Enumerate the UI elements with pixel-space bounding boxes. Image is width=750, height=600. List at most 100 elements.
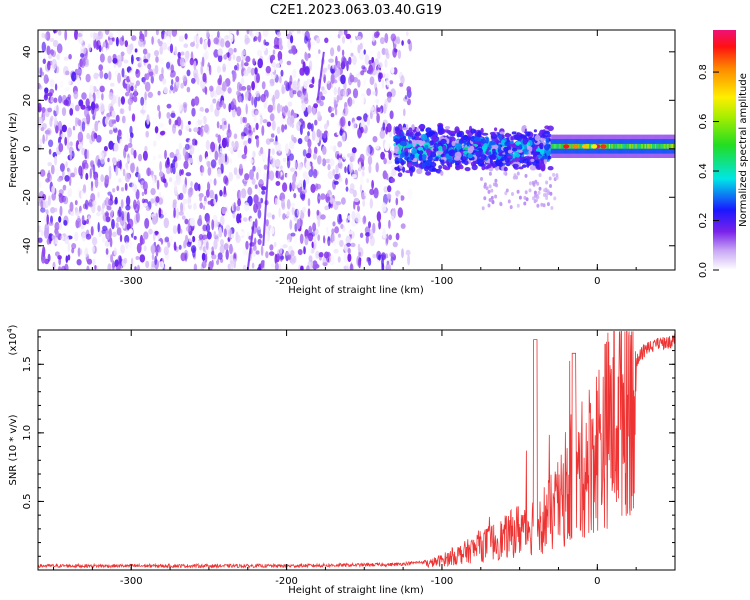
heatmap-cell [289, 75, 293, 86]
heatmap-cell [174, 190, 178, 197]
heatmap-cell [377, 51, 381, 60]
heatmap-cell [174, 245, 177, 251]
heatmap-cell [259, 233, 263, 239]
heatmap-cell [133, 95, 138, 103]
heatmap-cell [120, 51, 125, 57]
x-tick-label: -200 [275, 276, 298, 287]
heatmap-cell [382, 122, 386, 131]
heatmap-cell [302, 206, 306, 213]
heatmap-cell [369, 188, 375, 196]
heatmap-cell [195, 43, 199, 49]
heatmap-cell [340, 74, 346, 85]
heatmap-cell [388, 219, 391, 229]
heatmap-cell [276, 253, 280, 262]
heatmap-cell [343, 30, 348, 36]
heatmap-cell [63, 99, 69, 106]
heatmap-cell [48, 54, 52, 60]
heatmap-cell [381, 212, 386, 218]
heatmap-cell [257, 225, 261, 231]
heatmap-cell [157, 246, 162, 253]
heatmap-cell [215, 233, 220, 243]
heatmap-cell [92, 164, 96, 175]
heatmap-cell [348, 230, 353, 235]
heatmap-cell [317, 30, 321, 36]
heatmap-cell [308, 246, 312, 255]
heatmap-cell [134, 84, 138, 89]
heatmap-cell [359, 175, 364, 186]
heatmap-cell [311, 130, 316, 141]
heatmap-cell [395, 157, 399, 161]
heatmap-cell [483, 196, 487, 201]
heatmap-cell [297, 249, 303, 256]
heatmap-peak [572, 144, 579, 149]
heatmap-cell [402, 127, 408, 131]
heatmap-cell [302, 170, 308, 179]
heatmap-cell [425, 171, 432, 176]
heatmap-cell [64, 263, 69, 270]
heatmap-cell [119, 159, 122, 170]
heatmap-cell [324, 123, 328, 130]
heatmap-cell [320, 214, 326, 220]
heatmap-cell [365, 145, 371, 157]
heatmap-cell [163, 211, 167, 217]
heatmap-cell [384, 33, 389, 44]
heatmap-cell [516, 203, 520, 208]
heatmap-cell [125, 91, 130, 97]
heatmap-cell [313, 239, 317, 250]
heatmap-cell [193, 60, 197, 71]
heatmap-cell [312, 222, 317, 232]
heatmap-cell [450, 133, 456, 137]
heatmap-cell [194, 96, 200, 106]
heatmap-cell [115, 36, 119, 47]
heatmap-cell [387, 160, 393, 165]
heatmap-cell [382, 228, 387, 239]
heatmap-cell [237, 149, 243, 159]
heatmap-cell [218, 226, 222, 238]
heatmap-cell [406, 31, 409, 37]
heatmap-cell [166, 103, 172, 109]
heatmap-cell [108, 165, 112, 173]
heatmap-cell [213, 37, 219, 45]
heatmap-cell [78, 99, 84, 107]
heatmap-cell [130, 155, 134, 164]
heatmap-cell [278, 263, 282, 270]
heatmap-cell [108, 170, 112, 180]
heatmap-cell [330, 47, 335, 57]
heatmap-cell [304, 51, 308, 60]
heatmap-cell [438, 165, 443, 170]
heatmap-cell [275, 262, 279, 270]
heatmap-cell [349, 263, 354, 270]
heatmap-cell [245, 240, 249, 250]
heatmap-cell [90, 186, 94, 192]
heatmap-cell [241, 86, 247, 91]
heatmap-cell [57, 30, 62, 36]
heatmap-cell [206, 231, 212, 240]
heatmap-cell [280, 69, 284, 77]
heatmap-cell [45, 178, 50, 183]
heatmap-cell [406, 129, 410, 135]
heatmap-cell [80, 190, 84, 199]
heatmap-cell [351, 147, 357, 154]
heatmap-cell [166, 112, 171, 119]
heatmap-cell [386, 123, 392, 133]
heatmap-cell [327, 240, 331, 246]
heatmap-cell [40, 200, 44, 210]
heatmap-cell [39, 226, 45, 231]
heatmap-cell [338, 177, 343, 182]
heatmap-cell [524, 173, 528, 178]
heatmap-cell [205, 189, 210, 198]
heatmap-cell [383, 103, 387, 114]
heatmap-cell [437, 129, 444, 135]
heatmap-cell [108, 71, 112, 81]
heatmap-cell [44, 129, 51, 135]
heatmap-cell [545, 196, 549, 200]
heatmap-cell [286, 254, 292, 261]
heatmap-cell [89, 168, 93, 179]
heatmap-cell [138, 38, 144, 47]
heatmap-cell [375, 141, 380, 150]
heatmap-cell [121, 115, 126, 124]
heatmap-cell [358, 257, 362, 269]
heatmap-cell [490, 195, 494, 200]
heatmap-cell [373, 31, 380, 39]
heatmap-cell [316, 209, 320, 216]
